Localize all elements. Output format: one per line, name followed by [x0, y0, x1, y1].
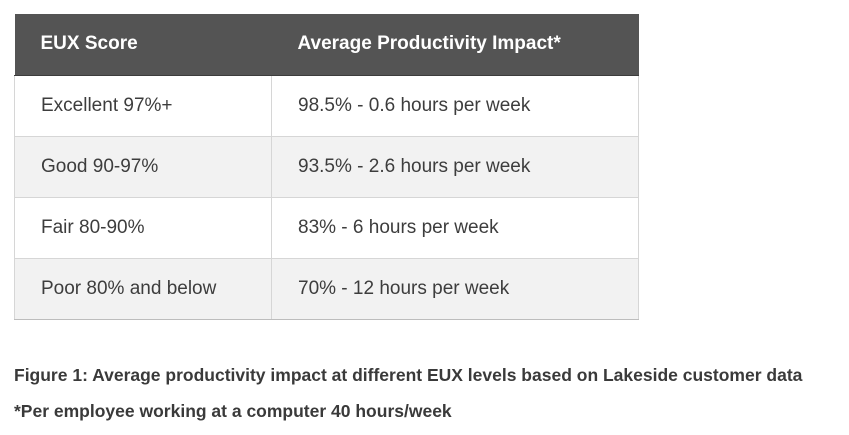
eux-score-cell: Good 90-97%	[14, 136, 272, 198]
figure-caption: Figure 1: Average productivity impact at…	[14, 365, 803, 385]
table-row: Poor 80% and below 70% - 12 hours per we…	[14, 258, 639, 320]
eux-productivity-table: EUX Score Average Productivity Impact* E…	[14, 14, 639, 320]
eux-productivity-table-container: EUX Score Average Productivity Impact* E…	[14, 14, 639, 320]
eux-score-cell: Excellent 97%+	[14, 75, 272, 137]
table-footnote: *Per employee working at a computer 40 h…	[14, 401, 452, 421]
eux-score-cell: Poor 80% and below	[14, 258, 272, 320]
productivity-impact-cell: 83% - 6 hours per week	[271, 197, 639, 259]
productivity-impact-cell: 93.5% - 2.6 hours per week	[271, 136, 639, 198]
table-row: Excellent 97%+ 98.5% - 0.6 hours per wee…	[14, 75, 639, 137]
eux-score-cell: Fair 80-90%	[14, 197, 272, 259]
table-body: Excellent 97%+ 98.5% - 0.6 hours per wee…	[14, 75, 639, 320]
table-row: Good 90-97% 93.5% - 2.6 hours per week	[14, 136, 639, 198]
table-header-row: EUX Score Average Productivity Impact*	[14, 14, 639, 76]
table-row: Fair 80-90% 83% - 6 hours per week	[14, 197, 639, 259]
productivity-impact-cell: 70% - 12 hours per week	[271, 258, 639, 320]
column-header-eux-score: EUX Score	[14, 14, 272, 76]
productivity-impact-cell: 98.5% - 0.6 hours per week	[271, 75, 639, 137]
column-header-productivity-impact: Average Productivity Impact*	[271, 14, 639, 76]
table-header: EUX Score Average Productivity Impact*	[14, 14, 639, 76]
